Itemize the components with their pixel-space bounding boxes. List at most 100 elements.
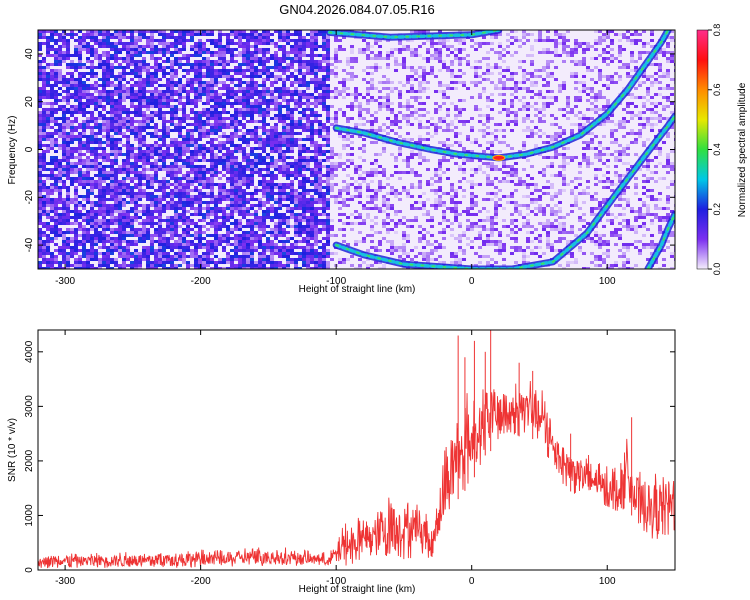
- spectrogram-cell: [246, 153, 250, 156]
- spectrogram-cell: [314, 105, 318, 108]
- spectrogram-cell: [166, 156, 170, 159]
- spectrogram-cell: [62, 90, 66, 93]
- spectrogram-cell: [254, 267, 258, 269]
- spectrogram-cell: [230, 243, 234, 246]
- spectrogram-cell: [306, 180, 310, 183]
- spectrogram-cell: [282, 165, 286, 168]
- spectrogram-cell: [186, 210, 190, 213]
- spectrogram-cell: [110, 84, 114, 87]
- spectrogram-cell: [146, 75, 150, 78]
- spectrogram-cell: [262, 84, 266, 87]
- spectrogram-cell: [198, 237, 202, 240]
- spectrogram-cell: [286, 255, 290, 258]
- spectrogram-cell: [274, 222, 278, 225]
- spectrogram-cell: [86, 234, 90, 237]
- spectrogram-cell: [278, 39, 282, 42]
- spectrogram-cell: [158, 150, 162, 153]
- spectrogram-cell: [54, 30, 58, 33]
- spectrogram-cell: [210, 33, 214, 36]
- spectrogram-cell: [186, 222, 190, 225]
- spectrogram-cell: [138, 258, 142, 261]
- spectrogram-cell: [130, 60, 134, 63]
- spectrogram-cell: [102, 69, 106, 72]
- spectrogram-cell: [82, 183, 86, 186]
- spectrogram-cell: [242, 150, 246, 153]
- spectrogram-cell: [186, 72, 190, 75]
- spectrogram-cell: [218, 195, 222, 198]
- spectrogram-cell: [106, 39, 110, 42]
- spectrogram-cell: [262, 213, 266, 216]
- spectrogram-cell: [254, 93, 258, 96]
- spectrogram-cell: [234, 96, 238, 99]
- spectrogram-cell: [226, 261, 230, 264]
- spectrogram-cell: [326, 87, 330, 90]
- spectrogram-cell: [214, 78, 218, 81]
- spectrogram-cell: [322, 54, 326, 57]
- spectrogram-cell: [298, 201, 302, 204]
- spectrogram-cell: [306, 72, 310, 75]
- spectrogram-cell: [114, 162, 118, 165]
- spectrogram-cell: [218, 87, 222, 90]
- spectrogram-cell: [290, 93, 294, 96]
- spectrogram-cell: [242, 156, 246, 159]
- spectrogram-cell: [198, 210, 202, 213]
- spectrogram-cell: [142, 222, 146, 225]
- spectrogram-cell: [162, 42, 166, 45]
- spectrogram-cell: [46, 195, 50, 198]
- spectrogram-cell: [354, 96, 358, 99]
- spectrogram-cell: [282, 66, 286, 69]
- spectrogram-cell: [226, 189, 230, 192]
- spectrogram-cell: [66, 138, 70, 141]
- spectrogram-cell: [90, 246, 94, 249]
- spectrogram-cell: [330, 63, 334, 66]
- spectrogram-cell: [190, 264, 194, 267]
- spectrogram-cell: [218, 48, 222, 51]
- spectrogram-cell: [50, 90, 54, 93]
- spectrogram-cell: [230, 192, 234, 195]
- spectrogram-cell: [306, 264, 310, 267]
- spectrogram-cell: [130, 264, 134, 267]
- spectrogram-cell: [182, 204, 186, 207]
- spectrogram-cell: [282, 174, 286, 177]
- spectrogram-cell: [194, 78, 198, 81]
- spectrogram-cell: [318, 255, 322, 258]
- spectrogram-cell: [46, 36, 50, 39]
- spectrogram-cell: [170, 222, 174, 225]
- spectrogram-cell: [122, 153, 126, 156]
- spectrogram-cell: [178, 102, 182, 105]
- spectrogram-cell: [318, 219, 322, 222]
- spectrogram-cell: [186, 60, 190, 63]
- spectrogram-cell: [210, 108, 214, 111]
- spectrogram-cell: [150, 144, 154, 147]
- spectrogram-cell: [150, 36, 154, 39]
- spectrogram-cell: [154, 189, 158, 192]
- spectrogram-cell: [314, 114, 318, 117]
- spectrogram-cell: [318, 207, 322, 210]
- spectrogram-cell: [250, 75, 254, 78]
- spectrogram-cell: [138, 237, 142, 240]
- spectrogram-cell: [86, 189, 90, 192]
- spectrogram-cell: [130, 57, 134, 60]
- spectrogram-cell: [302, 48, 306, 51]
- spectrogram-cell: [322, 249, 326, 252]
- spectrogram-cell: [342, 81, 346, 84]
- spectrogram-cell: [354, 189, 358, 192]
- spectrogram-cell: [198, 93, 202, 96]
- spectrogram-cell: [202, 57, 206, 60]
- spectrogram-cell: [218, 258, 222, 261]
- spectrogram-cell: [334, 165, 338, 168]
- spectrogram-cell: [262, 264, 266, 267]
- spectrogram-cell: [362, 150, 366, 153]
- spectrogram-cell: [210, 84, 214, 87]
- spectrogram-cell: [302, 177, 306, 180]
- spectrogram-cell: [58, 108, 62, 111]
- spectrogram-cell: [198, 204, 202, 207]
- spectrogram-cell: [290, 63, 294, 66]
- spectrogram-cell: [174, 144, 178, 147]
- spectrogram-cell: [58, 81, 62, 84]
- spectrogram-cell: [294, 198, 298, 201]
- spectrogram-cell: [214, 174, 218, 177]
- spectrogram-cell: [154, 255, 158, 258]
- spectrogram-cell: [70, 126, 74, 129]
- spectrogram-cell: [86, 66, 90, 69]
